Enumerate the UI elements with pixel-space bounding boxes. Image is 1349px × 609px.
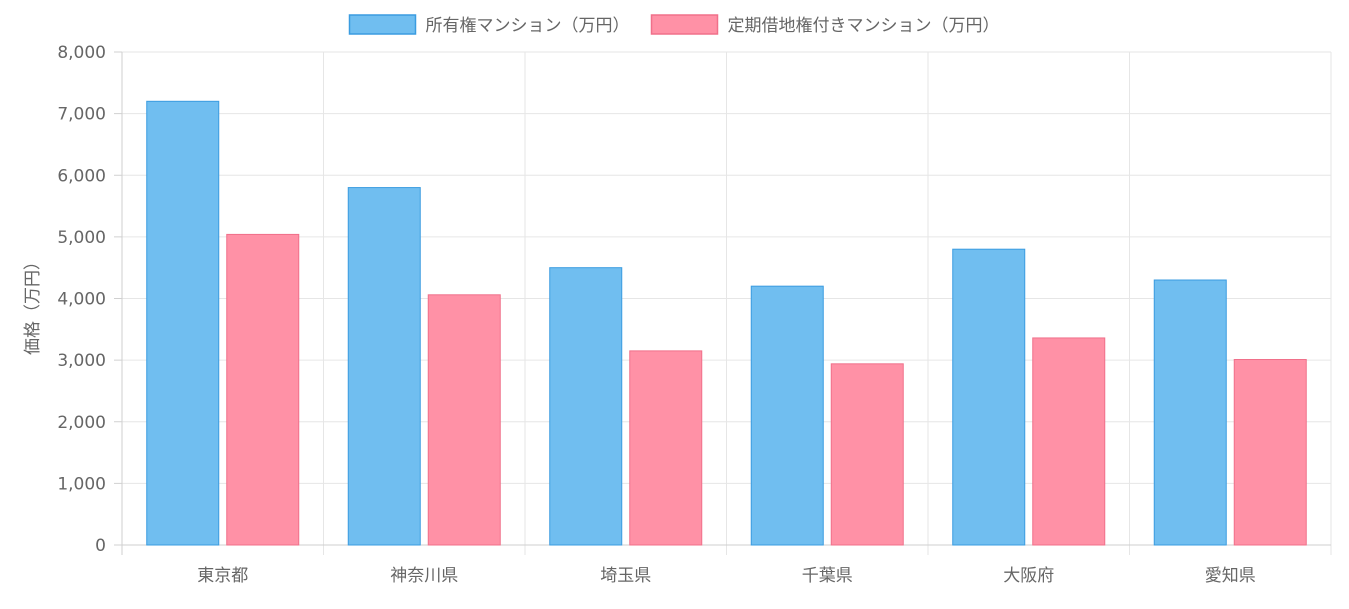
y-tick-label: 7,000	[57, 105, 106, 125]
legend-item-2[interactable]: 定期借地権付きマンション（万円）	[650, 14, 1000, 36]
y-axis-ticks: 0 1,000 2,000 3,000 4,000 5,000 6,000 7,000 8,00…	[57, 43, 106, 556]
chart-axes	[114, 51, 1331, 546]
y-tick-label: 0	[95, 536, 106, 556]
bar-series-1[interactable]	[750, 285, 824, 546]
y-tick-label: 6,000	[57, 166, 106, 186]
x-tick-label: 埼玉県	[600, 566, 651, 586]
bar-series-2[interactable]	[1032, 337, 1106, 546]
legend-swatch	[348, 14, 417, 35]
legend-label: 定期借地権付きマンション（万円）	[728, 16, 1000, 36]
x-tick-label: 大阪府	[1003, 566, 1054, 586]
bar-series-2[interactable]	[427, 294, 501, 546]
y-tick-label: 1,000	[57, 474, 106, 494]
bar-series-1[interactable]	[549, 267, 623, 546]
bar-series-1[interactable]	[146, 100, 220, 546]
x-tick-label: 愛知県	[1205, 566, 1256, 586]
bar-series-1[interactable]	[347, 187, 421, 546]
chart-bars	[146, 100, 1307, 546]
y-tick-label: 2,000	[57, 413, 106, 433]
y-axis-title: 価格（万円）	[23, 253, 43, 355]
bar-series-1[interactable]	[1153, 279, 1227, 546]
y-tick-label: 8,000	[57, 43, 106, 63]
chart-legend: 所有権マンション（万円） 定期借地権付きマンション（万円）	[348, 14, 1000, 36]
bar-series-2[interactable]	[1233, 359, 1307, 546]
legend-swatch	[650, 14, 719, 35]
bar-series-2[interactable]	[226, 233, 300, 546]
y-tick-label: 4,000	[57, 290, 106, 310]
x-axis-ticks: 東京都 神奈川県 埼玉県 千葉県 大阪府 愛知県	[197, 566, 1256, 586]
bar-series-2[interactable]	[629, 350, 703, 546]
y-tick-label: 3,000	[57, 351, 106, 371]
legend-item-1[interactable]: 所有権マンション（万円）	[348, 14, 630, 36]
y-tick-label: 5,000	[57, 228, 106, 248]
bar-series-2[interactable]	[830, 363, 904, 546]
x-tick-label: 神奈川県	[390, 566, 458, 586]
legend-label: 所有権マンション（万円）	[426, 16, 630, 36]
x-tick-label: 東京都	[197, 566, 248, 586]
chart-grid	[121, 51, 1332, 555]
bar-series-1[interactable]	[952, 248, 1026, 546]
x-tick-label: 千葉県	[802, 566, 853, 586]
